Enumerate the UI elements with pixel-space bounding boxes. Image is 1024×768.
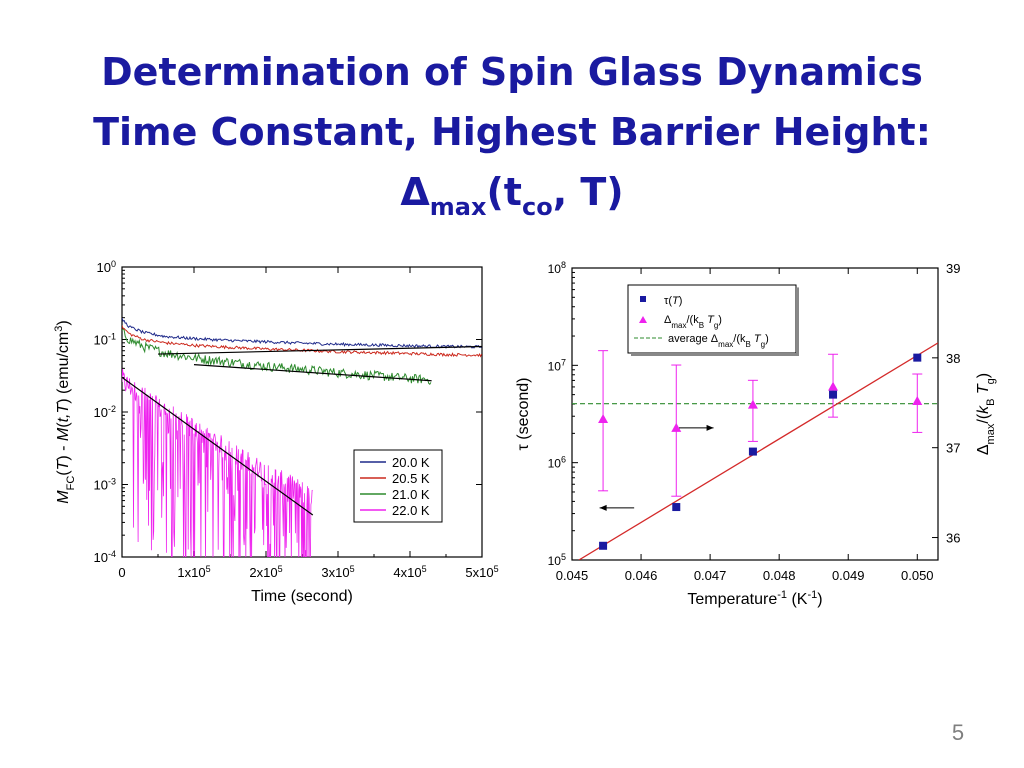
x-tick-label: 3x105 bbox=[321, 564, 354, 580]
relaxation-time-chart: 0.045 0.046 0.047 0.048 0.049 0.050 105 106 107 1… bbox=[515, 260, 997, 608]
x-tick-label: 4x105 bbox=[393, 564, 426, 580]
title-sub-max: max bbox=[429, 193, 487, 221]
x-tick-label: 0.046 bbox=[625, 568, 658, 583]
x-tick-label: 0 bbox=[118, 565, 125, 580]
triangle-point bbox=[912, 395, 923, 405]
square-point bbox=[748, 447, 757, 456]
triangle-point bbox=[598, 413, 609, 423]
x-axis-label: Temperature-1 (K-1) bbox=[687, 589, 822, 608]
y2-tick-label: 38 bbox=[946, 351, 960, 366]
square-point bbox=[829, 390, 838, 399]
title-line-1: Determination of Spin Glass Dynamics bbox=[101, 50, 923, 94]
triangle-point bbox=[671, 422, 682, 432]
y-tick-label: 107 bbox=[548, 357, 566, 373]
legend-label-average: average Δmax/(kB Tg) bbox=[668, 333, 769, 349]
fit-line-2 bbox=[122, 376, 314, 516]
title-paren-t: (t bbox=[486, 170, 522, 214]
x-tick-label: 0.047 bbox=[694, 568, 727, 583]
title-sub-co: co bbox=[521, 193, 553, 221]
x-tick-label: 0.045 bbox=[556, 568, 589, 583]
magnetization-decay-chart: 0 1x105 2x105 3x105 4x105 5x105 100 10-1 10-2 10-… bbox=[53, 259, 499, 605]
y-tick-label: 100 bbox=[97, 259, 116, 275]
x-tick-label: 0.050 bbox=[901, 568, 934, 583]
slide-title: Determination of Spin Glass Dynamics Tim… bbox=[0, 42, 1024, 227]
title-line-2: Time Constant, Highest Barrier Height: bbox=[93, 110, 931, 154]
x-tick-label: 5x105 bbox=[465, 564, 498, 580]
y-axis-label: τ (second) bbox=[515, 377, 532, 450]
y-tick-label: 10-3 bbox=[94, 477, 116, 493]
legend-label: 20.0 K bbox=[392, 455, 430, 470]
x-tick-label: 0.048 bbox=[763, 568, 796, 583]
x-tick-label: 2x105 bbox=[249, 564, 282, 580]
y-axis-label: MFC(T) - M(t,T) (emu/cm3) bbox=[53, 320, 77, 503]
fit-line-0 bbox=[157, 345, 482, 355]
y2-tick-label: 37 bbox=[946, 441, 960, 456]
y-tick-label: 10-1 bbox=[94, 332, 116, 348]
y-tick-label: 105 bbox=[548, 552, 566, 568]
legend-shadow-bottom bbox=[631, 353, 799, 356]
title-end: , T) bbox=[552, 170, 624, 214]
triangle-point bbox=[747, 399, 758, 409]
title-delta: Δ bbox=[400, 170, 430, 214]
fit-line bbox=[578, 342, 938, 560]
legend-label: 22.0 K bbox=[392, 503, 430, 518]
legend-square-marker bbox=[640, 296, 646, 302]
arrow-head bbox=[706, 424, 714, 431]
legend-label-delta: Δmax/(kB Tg) bbox=[664, 314, 722, 330]
fit-line-1 bbox=[193, 364, 432, 382]
square-point bbox=[599, 541, 608, 550]
square-point bbox=[672, 503, 681, 512]
legend-label: 21.0 K bbox=[392, 487, 430, 502]
y-tick-label: 10-2 bbox=[94, 404, 116, 420]
series-group bbox=[122, 317, 482, 557]
legend-triangle-marker bbox=[639, 316, 647, 323]
series-line-0 bbox=[122, 317, 482, 350]
y-tick-label: 108 bbox=[548, 260, 566, 276]
slide-number: 5 bbox=[951, 720, 965, 745]
y-tick-label: 10-4 bbox=[94, 549, 116, 565]
y2-tick-label: 39 bbox=[946, 261, 960, 276]
arrow-head bbox=[599, 504, 607, 511]
legend-label: 20.5 K bbox=[392, 471, 430, 486]
square-point bbox=[913, 353, 922, 362]
y2-tick-label: 36 bbox=[946, 531, 960, 546]
legend-label-tau: τ(T) bbox=[664, 295, 682, 307]
series-line-3 bbox=[122, 368, 313, 557]
triangle-point bbox=[828, 381, 839, 391]
y2-axis-label: Δmax/(kB Tg) bbox=[975, 373, 997, 455]
x-axis-label: Time (second) bbox=[251, 588, 353, 605]
y-tick-label: 106 bbox=[548, 455, 566, 471]
x-tick-label: 0.049 bbox=[832, 568, 865, 583]
legend-shadow-right bbox=[796, 288, 799, 356]
title-line-3: Δmax(tco, T) bbox=[0, 162, 1024, 227]
x-tick-label: 1x105 bbox=[177, 564, 210, 580]
series-group bbox=[572, 342, 938, 560]
